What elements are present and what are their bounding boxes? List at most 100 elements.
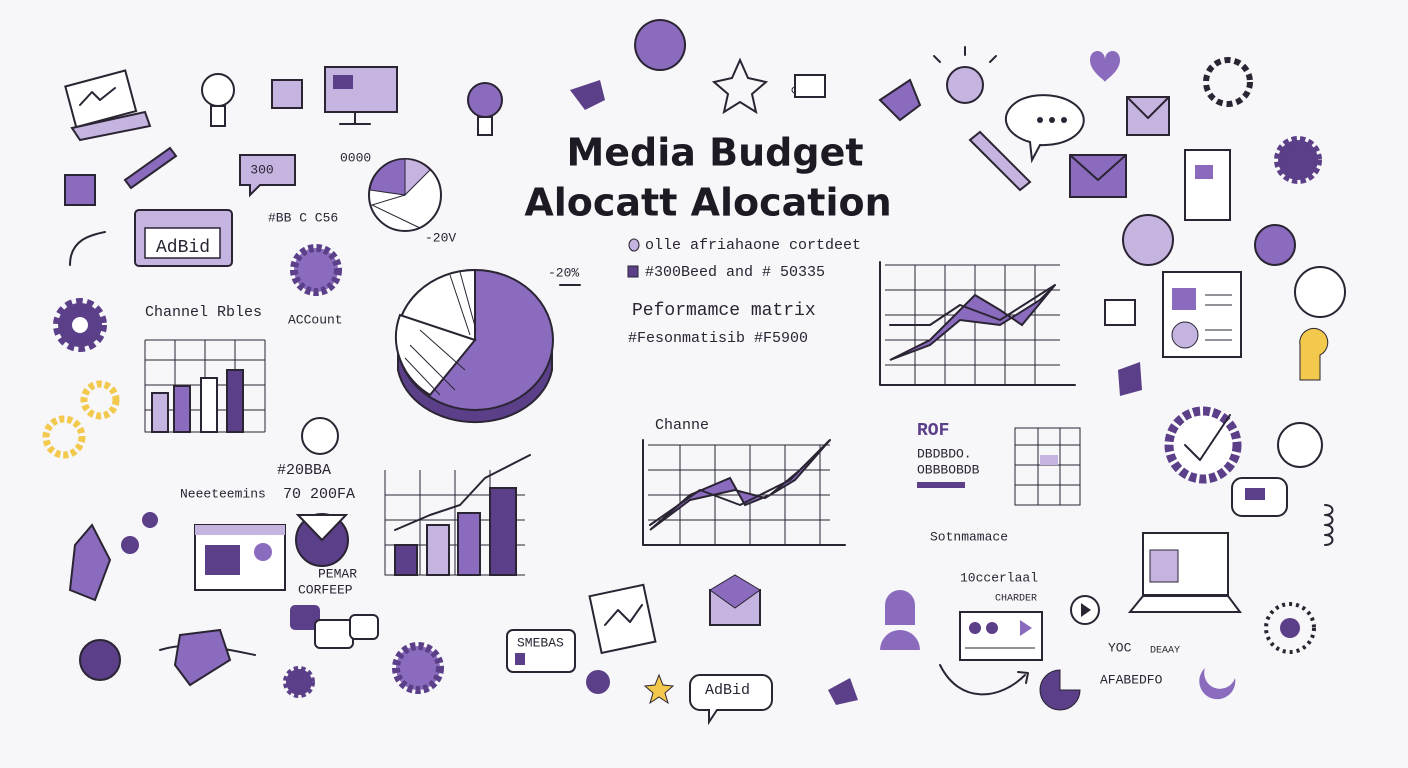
- browser-window-part: [205, 545, 240, 575]
- title: Media Budget Alocatt Alocation: [524, 131, 891, 225]
- doodles-part: [64, 174, 96, 206]
- gears-part: [1280, 618, 1300, 638]
- bullet: [628, 238, 640, 252]
- laptop-part: [1149, 549, 1179, 583]
- adbid-box: [134, 209, 233, 267]
- label: CHARDER: [995, 594, 1037, 605]
- doodles-part: [880, 590, 920, 650]
- doodles-part: [271, 79, 303, 109]
- label: Neeeteemins: [180, 486, 266, 501]
- doodles-part: [1195, 165, 1213, 179]
- doodles-part: [794, 74, 826, 98]
- big-pie: [395, 268, 581, 424]
- label: SMEBAS: [517, 635, 564, 650]
- label: AdBid: [705, 682, 750, 699]
- bar-chart-middle-part: [384, 470, 525, 576]
- line-chart-center: [642, 439, 846, 546]
- speech-bubbles-part: [239, 154, 296, 198]
- profile-card-part: [1162, 271, 1242, 358]
- speech-bubbles-part: [1294, 266, 1346, 318]
- bar-chart-left-part: [151, 392, 169, 433]
- profile-card-part: [1205, 294, 1232, 341]
- bar-chart-middle-part: [457, 512, 481, 576]
- gears-part: [392, 642, 444, 694]
- doodles-part: [878, 78, 922, 122]
- laptop-top-left: [64, 69, 152, 142]
- doodles-part: [1081, 603, 1091, 617]
- player-box-part: [969, 622, 981, 634]
- bar-chart-middle-part: [394, 454, 531, 531]
- label: ROF: [917, 421, 949, 441]
- line-chart-right: [879, 261, 1076, 386]
- media-box: [506, 629, 576, 673]
- player-box-part: [1020, 620, 1032, 636]
- doodles-part: [1184, 149, 1231, 221]
- doodles-part: [946, 66, 984, 104]
- bar-chart-middle: [384, 454, 531, 576]
- gears-part: [290, 244, 342, 296]
- doodles-part: [933, 46, 997, 63]
- doodles-part: [467, 82, 503, 118]
- doodles-part: [570, 80, 605, 110]
- doodles-part: [1199, 668, 1236, 700]
- doodles-part: [121, 536, 139, 554]
- monitor-part: [339, 111, 371, 125]
- doodles-part: [643, 673, 675, 705]
- doodles-part: [968, 130, 1032, 192]
- pie-small-bottom: [295, 513, 349, 567]
- gears-part: [80, 380, 120, 420]
- envelopes-part: [709, 574, 761, 609]
- speech-bubbles-part: [314, 619, 354, 649]
- small-pie: [368, 158, 442, 232]
- big-pie-part: [395, 313, 477, 397]
- small-pie-part: [404, 158, 431, 197]
- bar-chart-left: [144, 339, 266, 433]
- pie-small-bottom-part: [295, 514, 349, 542]
- small-pie-part: [369, 158, 406, 196]
- player-box-part: [959, 611, 1043, 661]
- chart-card-part: [588, 583, 657, 655]
- gears-part: [1122, 214, 1174, 266]
- player-box-part: [986, 622, 998, 634]
- monitor-part: [324, 66, 398, 113]
- gears-part: [1164, 406, 1242, 484]
- bar-chart-middle-part: [426, 524, 450, 576]
- label: #20BBA: [277, 462, 331, 479]
- gears-part: [1254, 224, 1296, 266]
- adbid-box-part: [144, 227, 221, 259]
- speech-bubbles-part: [1049, 117, 1055, 123]
- doodles-part: [477, 116, 493, 136]
- speech-bubbles-part: [1061, 117, 1067, 123]
- doodles-part: [1118, 362, 1142, 396]
- envelopes-part: [1126, 96, 1170, 119]
- doodles-part: [201, 73, 235, 107]
- player-box: [959, 611, 1043, 661]
- doodles-part: [142, 512, 158, 528]
- speech-bubbles-part: [349, 614, 379, 640]
- browser-window: [194, 524, 286, 591]
- title-line: Alocatt Alocation: [524, 181, 891, 225]
- label: 0000: [340, 150, 371, 165]
- doodles-part: [173, 628, 232, 687]
- gears-part: [42, 415, 86, 459]
- speech-bubbles-part: [1037, 117, 1043, 123]
- label: CORFEEP: [298, 582, 353, 597]
- gears-part: [283, 666, 315, 698]
- laptop: [1127, 532, 1242, 613]
- bar-chart-middle-part: [394, 544, 418, 576]
- rof-table-part: [1040, 455, 1058, 465]
- label: DEAAY: [1150, 646, 1180, 657]
- label: 10ccerlaal: [960, 570, 1038, 585]
- label: 70 200FA: [283, 486, 355, 503]
- gears: [42, 57, 1322, 698]
- doodles-part: [68, 523, 112, 602]
- bar-chart-left-part: [200, 377, 218, 433]
- speech-bubbles-part: [1004, 94, 1085, 164]
- doodles-part: [1104, 299, 1136, 326]
- notes: olle afriahaone cortdeet #300Beed and # …: [627, 237, 861, 347]
- speech-bubbles-part: [689, 674, 773, 726]
- doodles-part: [711, 57, 769, 115]
- laptop-top-left-part: [70, 110, 152, 142]
- speech-bubbles-part: [290, 605, 320, 630]
- big-pie-part: [404, 271, 477, 396]
